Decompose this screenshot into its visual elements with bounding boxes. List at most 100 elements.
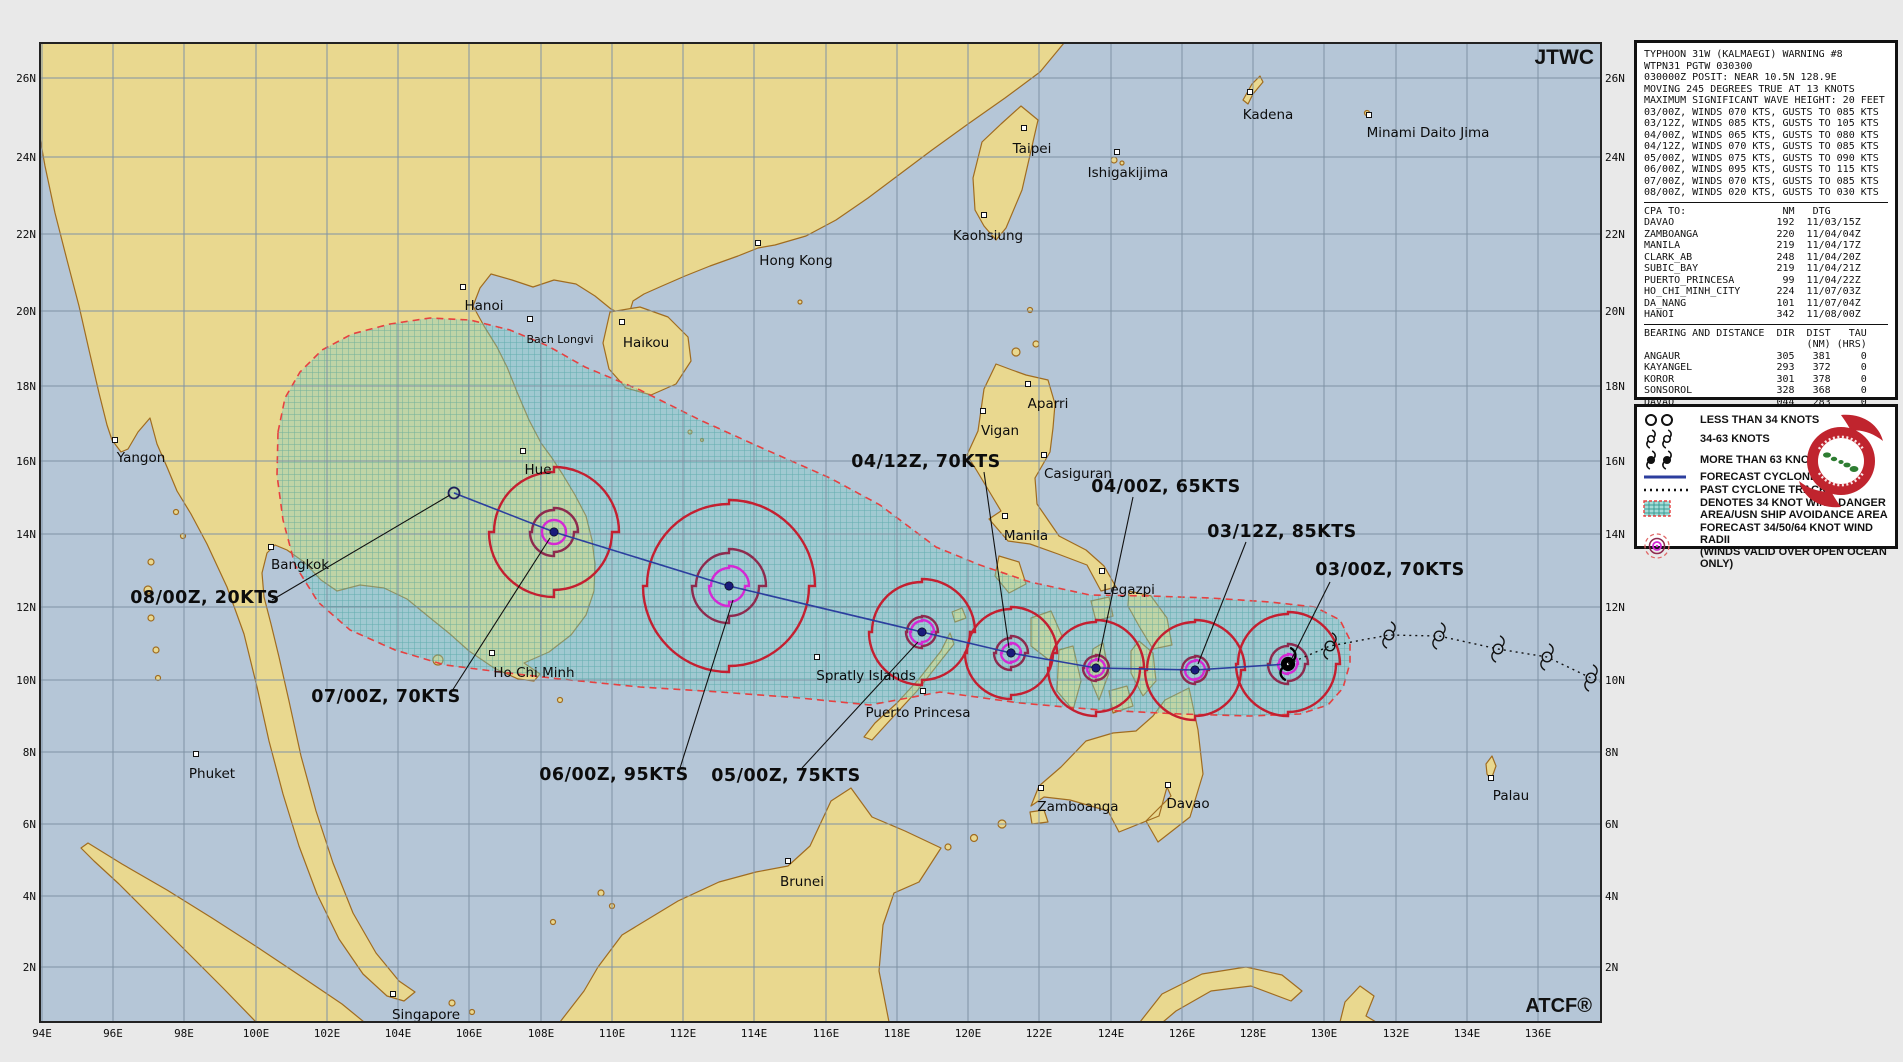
city-marker [755, 240, 761, 246]
forecast-point [724, 581, 734, 591]
svg-text:Manila: Manila [1004, 528, 1048, 544]
land-borneo [559, 787, 942, 1022]
svg-text:6N: 6N [23, 818, 36, 831]
svg-text:26N: 26N [16, 72, 36, 85]
cyclone-symbol-open [1584, 664, 1598, 692]
land-sulawesi [1139, 966, 1303, 1022]
wind-radii-circles [487, 465, 1342, 722]
svg-text:Palau: Palau [1493, 788, 1529, 804]
svg-text:110E: 110E [599, 1027, 626, 1040]
cyclone-symbol-open [1662, 429, 1672, 449]
city-marker [619, 319, 625, 325]
forecast-track-icon [1642, 472, 1700, 482]
cyclone-symbol-open [1323, 632, 1337, 660]
svg-text:130E: 130E [1311, 1027, 1338, 1040]
svg-text:20N: 20N [1605, 305, 1625, 318]
svg-text:4N: 4N [1605, 890, 1618, 903]
map-legend: LESS THAN 34 KNOTS 34-63 KNOTS MORE THAN 6… [1634, 404, 1898, 570]
city-marker [268, 544, 274, 550]
panel-divider [1644, 201, 1888, 203]
svg-text:Taipei: Taipei [1012, 141, 1052, 157]
svg-text:Hue: Hue [524, 462, 551, 478]
svg-text:12N: 12N [16, 601, 36, 614]
past-track [1287, 621, 1601, 692]
axis-tick-labels: 94E 96E 98E 100E 102E 104E 106E 108E 110E 112E 114… [16, 72, 1625, 1040]
svg-text:03/12Z, 85KTS: 03/12Z, 85KTS [1207, 522, 1356, 542]
city-marker [460, 284, 466, 290]
svg-text:10N: 10N [16, 674, 36, 687]
city-marker [1488, 775, 1494, 781]
svg-text:05/00Z, 75KTS: 05/00Z, 75KTS [711, 766, 860, 786]
svg-text:2N: 2N [1605, 961, 1618, 974]
svg-text:124E: 124E [1098, 1027, 1125, 1040]
kt3463-icon [1642, 429, 1700, 449]
cyclone-symbol-filled [1662, 450, 1672, 470]
svg-text:18N: 18N [1605, 380, 1625, 393]
svg-text:Brunei: Brunei [780, 874, 824, 890]
city-marker [785, 858, 791, 864]
svg-text:112E: 112E [670, 1027, 697, 1040]
svg-text:16N: 16N [1605, 455, 1625, 468]
svg-text:Spratly Islands: Spratly Islands [816, 668, 915, 684]
svg-text:8N: 8N [23, 746, 36, 759]
svg-text:8N: 8N [1605, 746, 1618, 759]
svg-text:116E: 116E [813, 1027, 840, 1040]
svg-text:6N: 6N [1605, 818, 1618, 831]
forecast-point [1190, 665, 1200, 675]
city-marker [193, 751, 199, 757]
svg-text:118E: 118E [884, 1027, 911, 1040]
svg-text:04/12Z, 70KTS: 04/12Z, 70KTS [851, 452, 1000, 472]
cpa-table: CPA TO: NM DTG DAVAO 192 11/03/15Z ZAMBO… [1644, 205, 1861, 321]
svg-text:Aparri: Aparri [1028, 396, 1069, 412]
city-marker [390, 991, 396, 997]
svg-text:20N: 20N [16, 305, 36, 318]
svg-text:10N: 10N [1605, 674, 1625, 687]
svg-text:12N: 12N [1605, 601, 1625, 614]
legend-item-label: FORECAST 34/50/64 KNOT WIND RADII (WINDS… [1700, 522, 1887, 570]
city-marker [1165, 782, 1171, 788]
svg-text:4N: 4N [23, 890, 36, 903]
svg-text:Kadena: Kadena [1243, 107, 1294, 123]
svg-text:96E: 96E [103, 1027, 123, 1040]
cyclone-symbol-open [1491, 635, 1505, 663]
map-frame [39, 42, 1602, 1023]
svg-text:Bach Longvi: Bach Longvi [527, 333, 594, 346]
forecast-point [917, 627, 927, 637]
svg-text:108E: 108E [528, 1027, 555, 1040]
city-marker [520, 448, 526, 454]
svg-text:Bangkok: Bangkok [271, 557, 329, 573]
city-marker [1247, 89, 1253, 95]
svg-text:26N: 26N [1605, 72, 1625, 85]
svg-text:Puerto Princesa: Puerto Princesa [866, 705, 971, 721]
svg-text:24N: 24N [1605, 151, 1625, 164]
svg-text:104E: 104E [385, 1027, 412, 1040]
cyclone-symbol-open [1382, 621, 1396, 649]
bearing-distance-table: BEARING AND DISTANCE DIR DIST TAU (NM) (… [1644, 327, 1867, 408]
svg-text:16N: 16N [16, 455, 36, 468]
svg-text:Hanoi: Hanoi [465, 298, 504, 314]
city-marker [112, 437, 118, 443]
city-marker [489, 650, 495, 656]
legend-item: FORECAST 34/50/64 KNOT WIND RADII (WINDS… [1642, 522, 1890, 570]
svg-text:Ishigakijima: Ishigakijima [1088, 165, 1169, 181]
legend-item: LESS THAN 34 KNOTS [1642, 412, 1890, 428]
latlon-grid [40, 43, 1601, 1022]
software-watermark: ATCF® [1525, 995, 1592, 1017]
svg-text:03/00Z, 70KTS: 03/00Z, 70KTS [1315, 560, 1464, 580]
land-hainan [602, 306, 692, 396]
legend-item: 34-63 KNOTS [1642, 429, 1890, 449]
svg-text:Davao: Davao [1166, 796, 1209, 812]
svg-text:Legazpi: Legazpi [1103, 582, 1155, 598]
svg-text:126E: 126E [1169, 1027, 1196, 1040]
svg-text:Minami Daito Jima: Minami Daito Jima [1367, 125, 1490, 141]
city-marker [1366, 112, 1372, 118]
cyclone-symbol-filled [1646, 450, 1656, 470]
svg-text:132E: 132E [1383, 1027, 1410, 1040]
svg-text:24N: 24N [16, 151, 36, 164]
svg-text:98E: 98E [174, 1027, 194, 1040]
land-halmahera [1339, 985, 1377, 1022]
city-marker [1025, 381, 1031, 387]
svg-text:18N: 18N [16, 380, 36, 393]
warning-text-block: TYPHOON 31W (KALMAEGI) WARNING #8 WTPN31… [1644, 49, 1885, 198]
